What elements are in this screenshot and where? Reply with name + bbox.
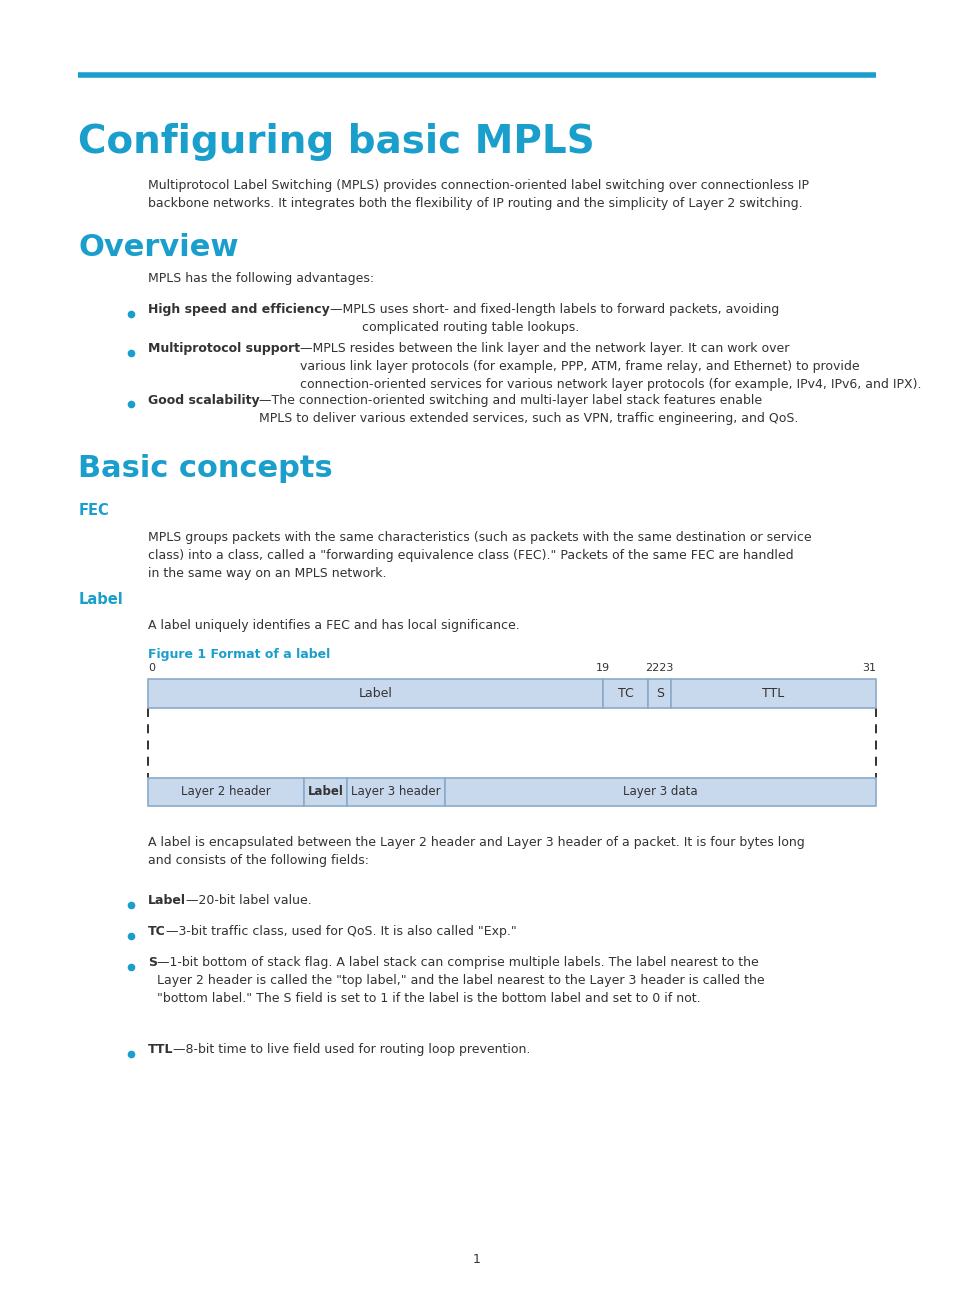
Text: TC: TC — [617, 687, 633, 700]
Text: Multiprotocol support: Multiprotocol support — [148, 342, 299, 355]
Text: 0: 0 — [148, 662, 154, 673]
Text: Layer 3 header: Layer 3 header — [351, 785, 440, 798]
Text: Layer 2 header: Layer 2 header — [181, 785, 271, 798]
Text: 1: 1 — [473, 1253, 480, 1266]
Bar — [148, 778, 304, 806]
Text: FEC: FEC — [78, 503, 109, 518]
Text: —3-bit traffic class, used for QoS. It is also called "Exp.": —3-bit traffic class, used for QoS. It i… — [166, 925, 516, 938]
Text: —20-bit label value.: —20-bit label value. — [186, 894, 312, 907]
Text: High speed and efficiency: High speed and efficiency — [148, 303, 330, 316]
Text: TTL: TTL — [148, 1043, 173, 1056]
Text: —MPLS uses short- and fixed-length labels to forward packets, avoiding
        c: —MPLS uses short- and fixed-length label… — [330, 303, 778, 334]
Text: Figure 1 Format of a label: Figure 1 Format of a label — [148, 648, 330, 661]
Bar — [148, 679, 602, 708]
Text: 19: 19 — [595, 662, 609, 673]
Text: 31: 31 — [861, 662, 875, 673]
Text: Good scalability: Good scalability — [148, 394, 259, 407]
Bar — [670, 679, 875, 708]
Text: Overview: Overview — [78, 233, 238, 262]
Text: MPLS has the following advantages:: MPLS has the following advantages: — [148, 272, 374, 285]
Text: Label: Label — [148, 894, 186, 907]
Text: S: S — [655, 687, 663, 700]
Text: TTL: TTL — [761, 687, 783, 700]
Text: S: S — [148, 956, 156, 969]
Text: —The connection-oriented switching and multi-layer label stack features enable
M: —The connection-oriented switching and m… — [259, 394, 798, 425]
Text: TC: TC — [148, 925, 166, 938]
Text: 2223: 2223 — [645, 662, 673, 673]
Text: A label is encapsulated between the Layer 2 header and Layer 3 header of a packe: A label is encapsulated between the Laye… — [148, 836, 803, 867]
Text: —1-bit bottom of stack flag. A label stack can comprise multiple labels. The lab: —1-bit bottom of stack flag. A label sta… — [156, 956, 763, 1006]
Text: —8-bit time to live field used for routing loop prevention.: —8-bit time to live field used for routi… — [173, 1043, 530, 1056]
Bar — [304, 778, 346, 806]
Text: Label: Label — [307, 785, 343, 798]
Text: Layer 3 data: Layer 3 data — [622, 785, 697, 798]
Bar — [444, 778, 875, 806]
Text: Label: Label — [358, 687, 392, 700]
Text: Configuring basic MPLS: Configuring basic MPLS — [78, 123, 595, 161]
Text: —MPLS resides between the link layer and the network layer. It can work over
var: —MPLS resides between the link layer and… — [299, 342, 921, 391]
Text: Label: Label — [78, 592, 123, 608]
Bar — [602, 679, 648, 708]
Text: Multiprotocol Label Switching (MPLS) provides connection-oriented label switchin: Multiprotocol Label Switching (MPLS) pro… — [148, 179, 808, 210]
Text: Basic concepts: Basic concepts — [78, 454, 333, 482]
Bar — [648, 679, 670, 708]
Text: A label uniquely identifies a FEC and has local significance.: A label uniquely identifies a FEC and ha… — [148, 619, 519, 632]
Text: MPLS groups packets with the same characteristics (such as packets with the same: MPLS groups packets with the same charac… — [148, 531, 811, 581]
Bar — [346, 778, 444, 806]
